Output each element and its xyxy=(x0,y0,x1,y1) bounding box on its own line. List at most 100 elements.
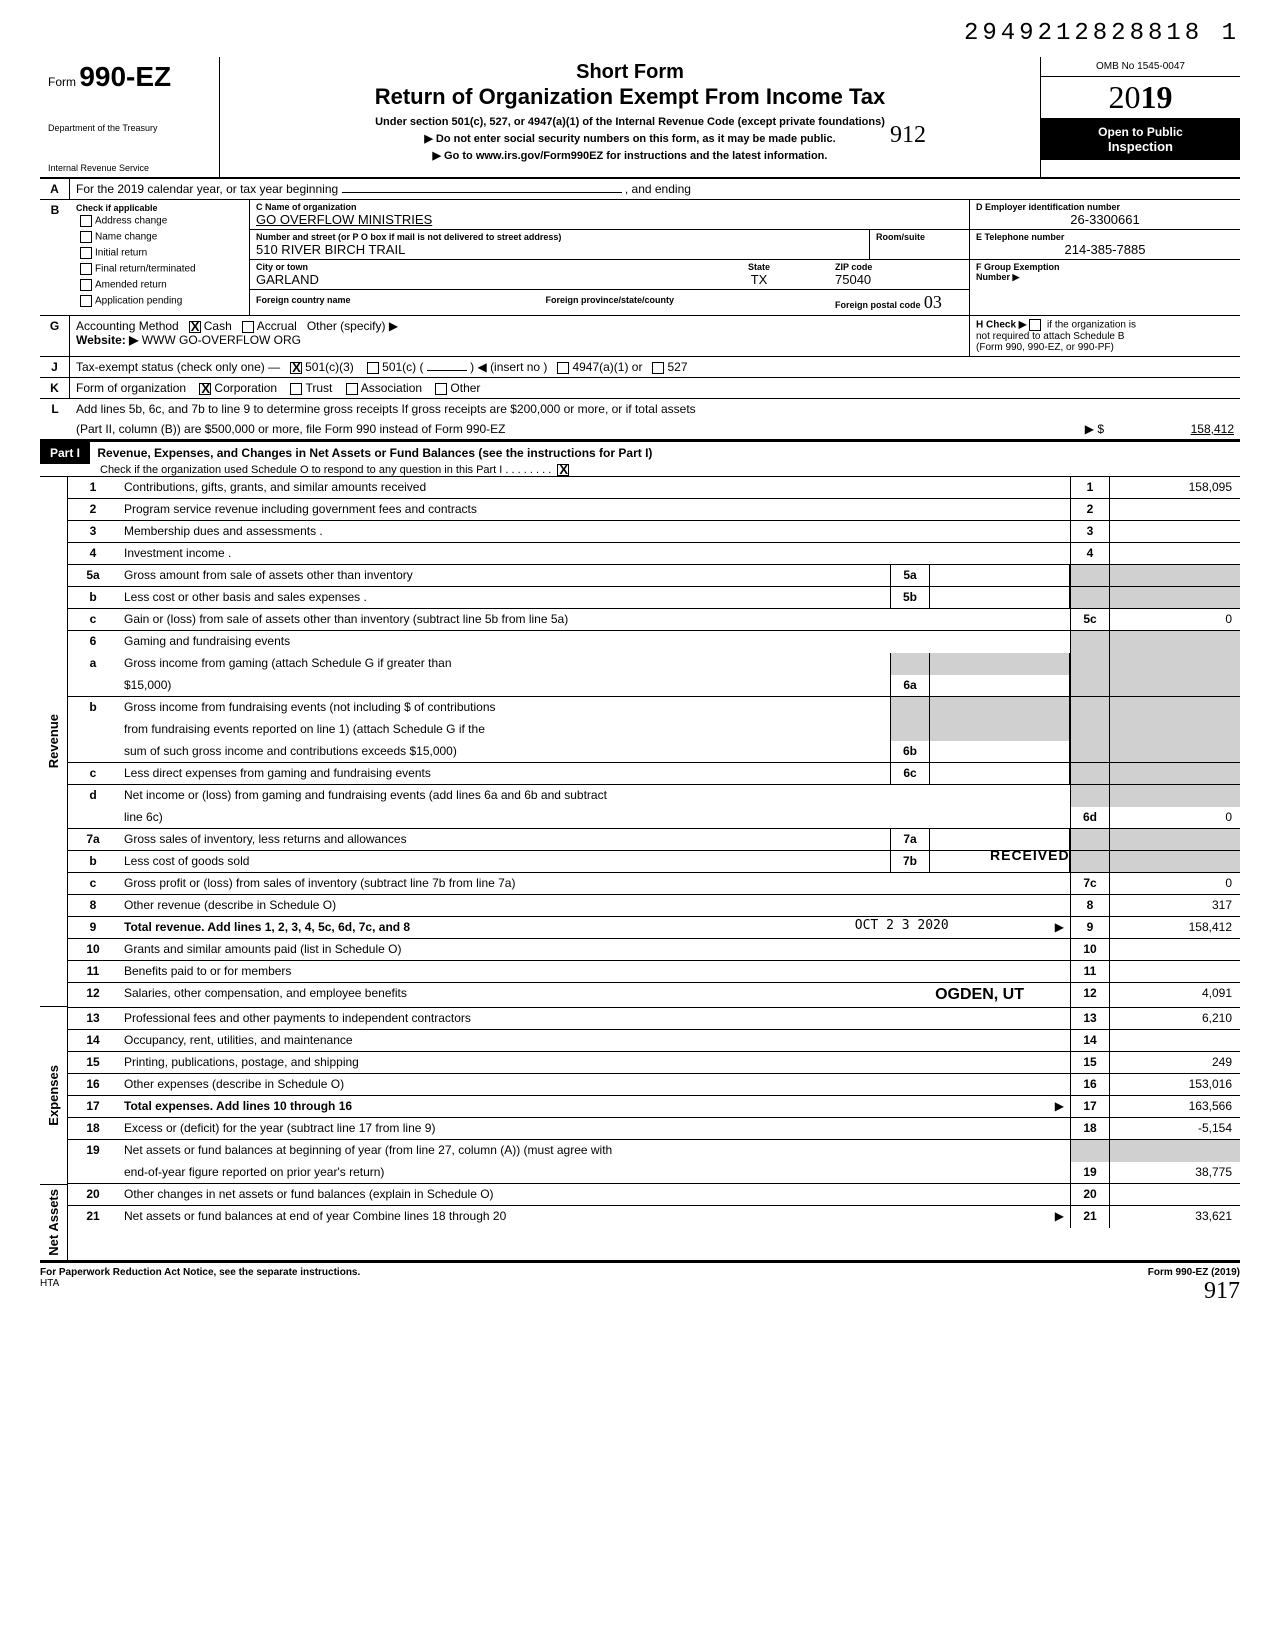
l19-val: 38,775 xyxy=(1110,1162,1240,1183)
dept-treasury: Department of the Treasury xyxy=(48,123,211,133)
l6b-no: b xyxy=(68,697,118,719)
l4-desc: Investment income . xyxy=(118,543,1070,564)
l20-val xyxy=(1110,1184,1240,1205)
opt-4947: 4947(a)(1) or xyxy=(572,360,642,374)
l7a-midno: 7a xyxy=(890,829,930,850)
l14-val xyxy=(1110,1030,1240,1051)
part1-title: Revenue, Expenses, and Changes in Net As… xyxy=(93,442,656,464)
l11-endno: 11 xyxy=(1070,961,1110,982)
l3-no: 3 xyxy=(68,521,118,542)
received-stamp: RECEIVED xyxy=(990,847,1070,863)
document-number: 2949212828818 1 xyxy=(40,20,1240,47)
check-schedule-o[interactable] xyxy=(557,464,569,476)
check-501c3[interactable] xyxy=(290,362,302,374)
room-label: Room/suite xyxy=(876,232,963,242)
check-address-label: Address change xyxy=(95,216,167,227)
row-l-arrow: ▶ $ xyxy=(1050,419,1110,439)
form-org-label: Form of organization xyxy=(76,381,186,395)
l12-no: 12 xyxy=(68,983,118,1007)
foreign-prov-label: Foreign province/state/county xyxy=(546,295,675,305)
check-initial[interactable] xyxy=(80,247,92,259)
l17-desc: Total expenses. Add lines 10 through 16 xyxy=(124,1099,352,1113)
row-a-text: For the 2019 calendar year, or tax year … xyxy=(76,182,338,196)
check-final-label: Final return/terminated xyxy=(95,264,196,275)
l16-no: 16 xyxy=(68,1074,118,1095)
check-527[interactable] xyxy=(652,362,664,374)
l5a-midno: 5a xyxy=(890,565,930,586)
l19-no: 19 xyxy=(68,1140,118,1162)
l6b-midno: 6b xyxy=(890,741,930,762)
state: TX xyxy=(695,272,823,287)
check-name[interactable] xyxy=(80,231,92,243)
l11-no: 11 xyxy=(68,961,118,982)
l8-no: 8 xyxy=(68,895,118,916)
l18-endno: 18 xyxy=(1070,1118,1110,1139)
zip-label: ZIP code xyxy=(835,262,963,272)
l7b-no: b xyxy=(68,851,118,872)
l15-desc: Printing, publications, postage, and shi… xyxy=(118,1052,1070,1073)
check-schedule-b[interactable] xyxy=(1029,319,1041,331)
l7c-val: 0 xyxy=(1110,873,1240,894)
footer-form: Form 990-EZ (2019) xyxy=(1148,1267,1240,1278)
omb-number: OMB No 1545-0047 xyxy=(1041,57,1240,77)
l19-endno: 19 xyxy=(1070,1162,1110,1183)
row-j-letter: J xyxy=(40,357,70,377)
check-corp[interactable] xyxy=(199,383,211,395)
other-specify: Other (specify) ▶ xyxy=(307,319,398,333)
check-applicable-label: Check if applicable xyxy=(76,203,243,213)
l10-val xyxy=(1110,939,1240,960)
city-label: City or town xyxy=(256,262,683,272)
year-suffix: 19 xyxy=(1141,79,1173,115)
acct-label: Accounting Method xyxy=(76,319,179,333)
l10-desc: Grants and similar amounts paid (list in… xyxy=(118,939,1070,960)
check-assoc[interactable] xyxy=(346,383,358,395)
row-l-text2: (Part II, column (B)) are $500,000 or mo… xyxy=(76,422,506,436)
l15-val: 249 xyxy=(1110,1052,1240,1073)
l1-desc: Contributions, gifts, grants, and simila… xyxy=(118,477,1070,498)
row-l-value: 158,412 xyxy=(1110,419,1240,439)
ogden-stamp: OGDEN, UT xyxy=(935,986,1024,1004)
opt-trust: Trust xyxy=(305,381,332,395)
row-a-letter: A xyxy=(40,179,70,199)
l6a-midno: 6a xyxy=(890,675,930,696)
l12-endno: 12 xyxy=(1070,983,1110,1007)
zip: 75040 xyxy=(835,272,963,287)
l5b-desc: Less cost or other basis and sales expen… xyxy=(118,587,890,608)
check-trust[interactable] xyxy=(290,383,302,395)
check-amended[interactable] xyxy=(80,279,92,291)
l6c-desc: Less direct expenses from gaming and fun… xyxy=(118,763,890,784)
row-b-letter: B xyxy=(40,200,70,315)
l14-desc: Occupancy, rent, utilities, and maintena… xyxy=(118,1030,1070,1051)
l6c-midno: 6c xyxy=(890,763,930,784)
opt-527: 527 xyxy=(667,360,687,374)
l2-endno: 2 xyxy=(1070,499,1110,520)
l6a-no: a xyxy=(68,653,118,675)
title-main: Return of Organization Exempt From Incom… xyxy=(230,84,1030,110)
check-address[interactable] xyxy=(80,215,92,227)
l8-val: 317 xyxy=(1110,895,1240,916)
check-final[interactable] xyxy=(80,263,92,275)
check-accrual[interactable] xyxy=(242,321,254,333)
h-text3: (Form 990, 990-EZ, or 990-PF) xyxy=(976,342,1114,353)
l11-desc: Benefits paid to or for members xyxy=(118,961,1070,982)
l18-desc: Excess or (deficit) for the year (subtra… xyxy=(118,1118,1070,1139)
instr-web: ▶ Go to www.irs.gov/Form990EZ for instru… xyxy=(230,149,1030,162)
title-short: Short Form xyxy=(230,61,1030,84)
section-expenses: Expenses xyxy=(44,1061,63,1130)
group-label: F Group Exemption xyxy=(976,262,1234,272)
l4-val xyxy=(1110,543,1240,564)
check-other-org[interactable] xyxy=(435,383,447,395)
l6d-desc2: line 6c) xyxy=(118,807,1070,828)
opt-assoc: Association xyxy=(361,381,422,395)
l9-endno: 9 xyxy=(1070,917,1110,938)
check-501c[interactable] xyxy=(367,362,379,374)
l6c-no: c xyxy=(68,763,118,784)
l1-endno: 1 xyxy=(1070,477,1110,498)
check-4947[interactable] xyxy=(557,362,569,374)
check-cash[interactable] xyxy=(189,321,201,333)
l4-endno: 4 xyxy=(1070,543,1110,564)
foreign-country-label: Foreign country name xyxy=(256,295,351,305)
check-pending[interactable] xyxy=(80,295,92,307)
l9-val: 158,412 xyxy=(1110,917,1240,938)
cash-label: Cash xyxy=(204,319,232,333)
